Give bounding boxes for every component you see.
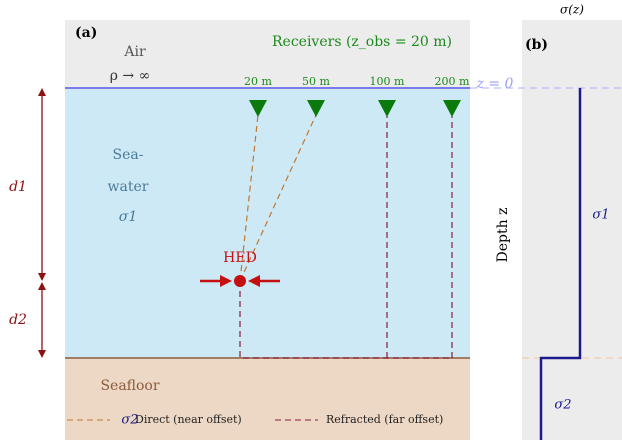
legend-label: Refracted (far offset) xyxy=(326,413,443,426)
legend-label: Direct (near offset) xyxy=(135,413,242,426)
depth-arrows xyxy=(38,88,46,358)
source-dipole xyxy=(234,275,246,287)
seafloor-layer xyxy=(65,358,470,440)
offset-label: 100 m xyxy=(370,75,405,88)
seawater-label: Sea- xyxy=(113,147,144,163)
profile-panel xyxy=(522,20,622,440)
profile-title: σ(z) xyxy=(560,3,584,17)
figure: (a) Air ρ → ∞ Receivers (z_obs = 20 m) S… xyxy=(0,0,622,447)
panel-label: (b) xyxy=(525,37,548,53)
seafloor-label: Seafloor xyxy=(100,378,159,394)
offset-label: 50 m xyxy=(302,75,330,88)
offset-label: 200 m xyxy=(435,75,470,88)
panel-label: (a) xyxy=(75,25,97,41)
axis-label: Depth z xyxy=(495,208,511,263)
source-label: HED xyxy=(223,250,257,266)
offset-label: 20 m xyxy=(244,75,272,88)
air-resistivity: ρ → ∞ xyxy=(110,68,151,84)
depth-label: d2 xyxy=(9,312,27,328)
seawater-label: water xyxy=(108,179,149,195)
depth-label: d1 xyxy=(9,179,27,195)
layer-label: σ1 xyxy=(592,208,609,223)
seawater-conductivity: σ1 xyxy=(119,209,137,225)
surface-label: z = 0 xyxy=(476,76,514,92)
layer-label: σ2 xyxy=(554,398,571,413)
receivers-title: Receivers (z_obs = 20 m) xyxy=(272,34,452,50)
air-label: Air xyxy=(123,44,146,60)
